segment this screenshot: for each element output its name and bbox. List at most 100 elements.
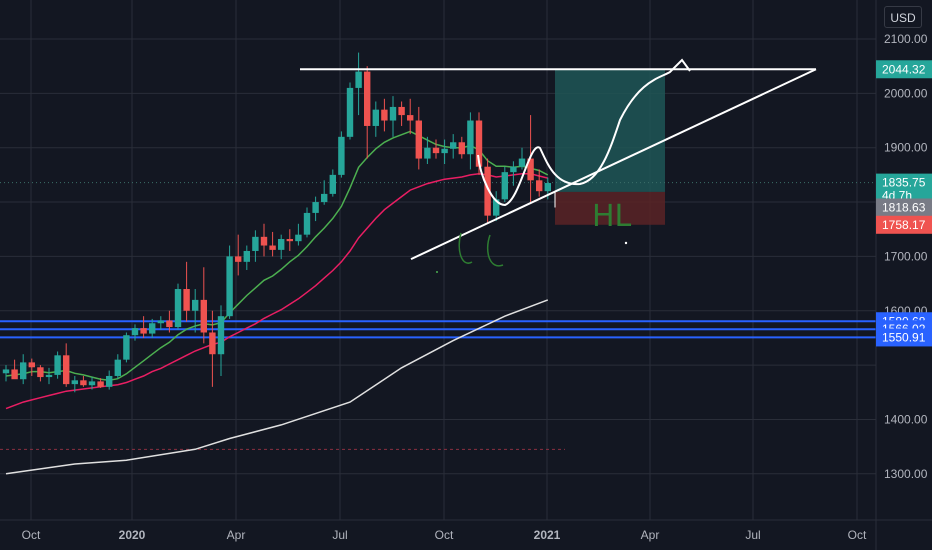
x-tick-label: Oct — [22, 528, 41, 542]
candle-body — [493, 199, 500, 216]
candle-body — [321, 193, 328, 203]
candle-body — [355, 71, 362, 88]
y-tick-label: 1900.00 — [884, 141, 928, 155]
candle-body — [372, 109, 379, 126]
candle-body — [166, 320, 173, 328]
candle-body — [389, 106, 397, 121]
candle-body — [467, 120, 474, 155]
candle-body — [217, 316, 225, 355]
x-tick-label: Jul — [745, 528, 760, 542]
candle-body — [235, 256, 242, 262]
candle-body — [192, 299, 199, 311]
candle-body — [45, 374, 53, 378]
candle-body — [536, 180, 543, 192]
candle-body — [28, 362, 35, 368]
x-tick-label: Apr — [227, 528, 246, 542]
candle-body — [415, 120, 422, 159]
candle-body — [131, 328, 139, 336]
price-axis-panel — [876, 0, 932, 550]
candle-body — [269, 245, 276, 250]
candle-body — [278, 239, 285, 250]
candle-body — [312, 202, 319, 213]
candle-body — [140, 328, 147, 334]
candle-body — [174, 289, 182, 328]
handwritten-mark — [458, 232, 504, 267]
candle-body — [501, 172, 508, 200]
y-tick-label: 2100.00 — [884, 32, 928, 46]
x-tick-label: Oct — [435, 528, 454, 542]
x-tick-label: 2021 — [534, 528, 561, 542]
candle-body — [329, 174, 336, 194]
target-zone — [555, 69, 665, 192]
candle-body — [346, 87, 354, 137]
dot-mark — [624, 241, 628, 245]
x-tick-label: Jul — [332, 528, 347, 542]
candle-body — [527, 158, 534, 181]
candle-body — [2, 369, 10, 374]
x-tick-label: Apr — [641, 528, 660, 542]
candle-body — [458, 142, 465, 155]
candle-body — [183, 289, 190, 311]
candle-body — [20, 362, 27, 380]
price-tag-label: 1818.63 — [882, 200, 926, 214]
candle-body — [243, 250, 250, 262]
x-tick-label: 2020 — [119, 528, 146, 542]
candle-body — [544, 183, 551, 192]
ascending-trendline — [410, 68, 817, 261]
candle-body — [54, 355, 61, 375]
candle-body — [338, 136, 345, 175]
price-tag-label: 1758.17 — [882, 218, 926, 232]
y-tick-label: 1300.00 — [884, 467, 928, 481]
candle-body — [106, 375, 113, 387]
ma-fast-line — [5, 130, 549, 382]
price-tag-label: 2044.32 — [882, 62, 926, 76]
price-tag — [876, 215, 932, 234]
candle-body — [381, 109, 388, 121]
candle-body — [398, 106, 405, 116]
candle-body — [123, 335, 130, 360]
projection-path — [477, 58, 691, 207]
candle-body — [71, 380, 78, 385]
candle-body — [226, 256, 233, 317]
price-tag — [876, 198, 932, 217]
candle-body — [518, 158, 526, 167]
price-tag-label: 1835.75 — [882, 176, 926, 190]
candle-body — [441, 148, 448, 154]
candle-body — [407, 115, 414, 121]
ma-slow-line — [5, 299, 549, 475]
candle-body — [475, 120, 483, 167]
dot-mark — [436, 271, 438, 273]
candle-body — [63, 355, 70, 385]
stop-zone — [555, 191, 665, 225]
candle-body — [260, 236, 268, 246]
currency-button[interactable]: USD — [884, 6, 922, 28]
candle-body — [37, 367, 44, 378]
candle-body — [157, 320, 164, 324]
candle-body — [450, 142, 457, 149]
x-tick-label: Oct — [848, 528, 867, 542]
ma-mid-line — [5, 173, 548, 410]
candle-body — [510, 166, 517, 173]
candle-body — [484, 166, 491, 216]
price-tag — [876, 60, 932, 79]
candle-body — [149, 323, 156, 334]
candle-body — [114, 359, 121, 376]
y-tick-label: 1700.00 — [884, 249, 928, 263]
candle-body — [88, 381, 96, 386]
price-tag-label: 1550.91 — [882, 330, 926, 344]
candle-body — [97, 381, 104, 387]
candle-body — [432, 147, 440, 154]
y-tick-label: 2000.00 — [884, 86, 928, 100]
candle-body — [200, 299, 207, 333]
candle-body — [252, 236, 259, 251]
candle-body — [80, 380, 87, 386]
candle-body — [364, 71, 371, 126]
annotation-hl: HL — [592, 199, 632, 234]
candle-body — [11, 369, 18, 380]
y-tick-label: 1400.00 — [884, 412, 928, 426]
candle-body — [286, 239, 293, 242]
price-tag — [876, 328, 932, 347]
candle-body — [209, 332, 216, 355]
